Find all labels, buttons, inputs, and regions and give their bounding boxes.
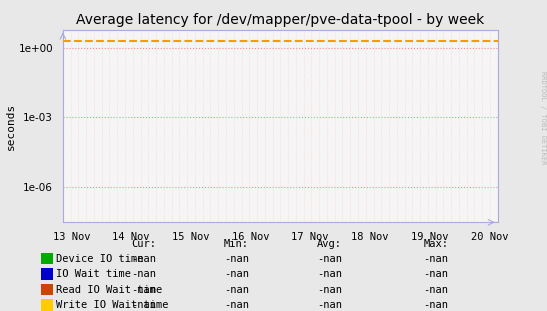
Text: -nan: -nan — [423, 269, 449, 279]
Text: -nan: -nan — [224, 300, 249, 310]
Text: -nan: -nan — [224, 285, 249, 295]
Text: RRDTOOL / TOBI OETIKER: RRDTOOL / TOBI OETIKER — [540, 72, 546, 165]
Text: -nan: -nan — [224, 269, 249, 279]
Text: -nan: -nan — [224, 254, 249, 264]
Text: Cur:: Cur: — [131, 239, 156, 249]
Text: -nan: -nan — [131, 254, 156, 264]
Text: -nan: -nan — [131, 285, 156, 295]
Title: Average latency for /dev/mapper/pve-data-tpool - by week: Average latency for /dev/mapper/pve-data… — [76, 13, 485, 27]
Text: -nan: -nan — [423, 300, 449, 310]
Text: -nan: -nan — [317, 269, 342, 279]
Text: IO Wait time: IO Wait time — [56, 269, 131, 279]
Text: -nan: -nan — [317, 285, 342, 295]
Text: Write IO Wait time: Write IO Wait time — [56, 300, 168, 310]
Text: -nan: -nan — [317, 254, 342, 264]
Text: Read IO Wait time: Read IO Wait time — [56, 285, 162, 295]
Y-axis label: seconds: seconds — [6, 102, 16, 150]
Text: Device IO time: Device IO time — [56, 254, 143, 264]
Text: Avg:: Avg: — [317, 239, 342, 249]
Text: Max:: Max: — [423, 239, 449, 249]
Text: -nan: -nan — [423, 285, 449, 295]
Text: -nan: -nan — [131, 269, 156, 279]
Text: -nan: -nan — [131, 300, 156, 310]
Text: Min:: Min: — [224, 239, 249, 249]
Text: -nan: -nan — [317, 300, 342, 310]
Text: -nan: -nan — [423, 254, 449, 264]
